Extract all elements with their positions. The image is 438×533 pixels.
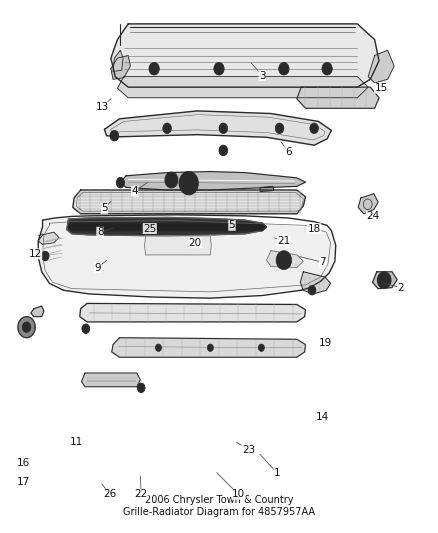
Polygon shape (358, 193, 378, 214)
Circle shape (82, 324, 90, 334)
Text: 24: 24 (366, 212, 380, 221)
Circle shape (41, 251, 49, 261)
Polygon shape (73, 190, 305, 214)
Circle shape (117, 179, 124, 188)
Circle shape (165, 172, 178, 188)
Circle shape (322, 62, 332, 75)
Polygon shape (31, 306, 44, 317)
Circle shape (149, 62, 159, 75)
Text: 26: 26 (103, 489, 117, 499)
Text: 12: 12 (28, 249, 42, 259)
Circle shape (155, 344, 162, 351)
Text: 17: 17 (17, 477, 30, 487)
Polygon shape (81, 373, 140, 387)
Circle shape (168, 175, 175, 185)
Circle shape (258, 344, 265, 351)
Text: 25: 25 (143, 223, 156, 233)
Circle shape (308, 286, 316, 295)
Text: 3: 3 (259, 70, 265, 80)
Text: 4: 4 (131, 186, 138, 196)
Polygon shape (67, 223, 267, 231)
Text: 5: 5 (101, 204, 108, 214)
Text: 9: 9 (95, 263, 101, 272)
Polygon shape (18, 317, 35, 338)
Polygon shape (67, 217, 267, 236)
Text: 2006 Chrysler Town & Country
Grille-Radiator Diagram for 4857957AA: 2006 Chrysler Town & Country Grille-Radi… (123, 496, 315, 517)
Circle shape (207, 344, 213, 351)
Text: 21: 21 (277, 236, 290, 246)
Circle shape (275, 123, 284, 134)
Circle shape (219, 123, 228, 134)
Text: 10: 10 (232, 489, 245, 499)
Text: 22: 22 (134, 489, 148, 499)
Polygon shape (38, 232, 59, 244)
Circle shape (179, 172, 198, 195)
Text: 13: 13 (95, 102, 109, 112)
Polygon shape (260, 187, 273, 191)
Polygon shape (113, 50, 123, 71)
Text: 1: 1 (274, 469, 281, 478)
Polygon shape (104, 111, 332, 145)
Circle shape (276, 251, 292, 270)
Text: 6: 6 (285, 147, 292, 157)
Polygon shape (111, 24, 379, 87)
Polygon shape (368, 50, 394, 83)
Text: 5: 5 (229, 220, 235, 230)
Circle shape (279, 62, 289, 75)
Circle shape (110, 131, 119, 141)
Polygon shape (112, 338, 305, 357)
Text: 14: 14 (316, 412, 329, 422)
Polygon shape (117, 77, 368, 98)
Polygon shape (120, 172, 305, 190)
Circle shape (377, 272, 391, 289)
Circle shape (117, 177, 124, 187)
Text: 11: 11 (70, 437, 83, 447)
Text: 8: 8 (97, 227, 103, 237)
Circle shape (381, 276, 388, 285)
Polygon shape (267, 251, 304, 268)
Circle shape (219, 145, 228, 156)
Circle shape (137, 383, 145, 393)
Text: 23: 23 (242, 445, 255, 455)
Polygon shape (145, 236, 211, 255)
Polygon shape (372, 272, 397, 289)
Text: 16: 16 (17, 458, 30, 468)
Circle shape (214, 62, 224, 75)
Text: 20: 20 (189, 238, 202, 248)
Text: 19: 19 (318, 338, 332, 348)
Text: 18: 18 (307, 223, 321, 233)
Polygon shape (80, 303, 305, 322)
Text: 7: 7 (319, 257, 326, 267)
Polygon shape (38, 215, 336, 298)
Polygon shape (297, 87, 379, 108)
Circle shape (310, 123, 318, 134)
Text: 15: 15 (374, 83, 388, 93)
Polygon shape (111, 55, 131, 79)
Polygon shape (300, 272, 331, 294)
Circle shape (183, 176, 195, 191)
Text: 2: 2 (397, 282, 404, 293)
Circle shape (22, 322, 31, 333)
Circle shape (186, 180, 192, 187)
Circle shape (163, 123, 171, 134)
